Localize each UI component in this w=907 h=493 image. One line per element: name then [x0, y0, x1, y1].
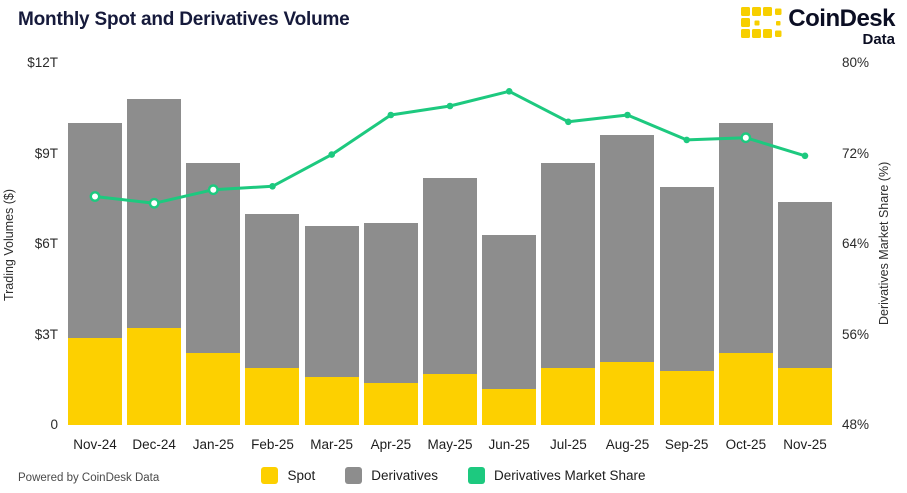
legend-item-spot: Spot [261, 467, 315, 484]
bars-group [68, 63, 832, 425]
bar-segment-spot [422, 373, 477, 425]
x-axis-label: Oct-25 [725, 437, 767, 452]
market-share-point-nov-24 [89, 191, 101, 202]
bar-segment-spot [127, 328, 182, 425]
bar-nov-25 [777, 201, 832, 425]
bar-segment-spot [363, 382, 418, 425]
brand-text: CoinDesk Data [788, 6, 895, 48]
bar-segment-spot [245, 367, 300, 425]
market-share-point-feb-25 [269, 183, 276, 190]
bar-segment-derivatives [718, 123, 773, 353]
x-axis-label: Dec-24 [132, 437, 176, 452]
bar-nov-24 [68, 123, 122, 425]
bar-segment-spot [186, 352, 241, 425]
market-share-point-nov-25 [801, 152, 809, 160]
market-share-point-jun-25 [505, 88, 513, 95]
bar-segment-derivatives [127, 99, 182, 329]
legend-label: Derivatives [371, 468, 438, 483]
market-share-point-apr-25 [387, 111, 395, 119]
x-axis-label: Sep-25 [664, 437, 709, 452]
bar-segment-spot [659, 370, 714, 425]
right-tick-label: 48% [842, 417, 870, 432]
x-axis-label: Apr-25 [370, 437, 412, 452]
bar-segment-derivatives [245, 213, 300, 368]
x-axis-label: Jan-25 [192, 437, 234, 452]
market-share-point-jan-25 [207, 184, 219, 196]
powered-by: Powered by CoinDesk Data [18, 472, 160, 484]
market-share-point-sep-25 [683, 136, 690, 144]
bar-segment-spot [600, 361, 655, 425]
bar-apr-25 [363, 222, 418, 425]
market-share-point-may-25 [446, 102, 454, 110]
x-axis-label: May-25 [427, 437, 473, 452]
brand-sub: Data [862, 31, 895, 48]
bar-segment-derivatives [68, 123, 122, 338]
market-share-point-mar-25 [328, 151, 336, 158]
legend: Spot Derivatives Derivatives Market Share [0, 467, 907, 484]
bar-segment-spot [482, 388, 537, 425]
right-tick-label: 72% [842, 145, 870, 161]
left-tick-label: 0 [50, 417, 58, 432]
x-axis-label: Jun-25 [488, 437, 530, 452]
legend-label: Derivatives Market Share [494, 468, 646, 483]
bar-segment-spot [718, 352, 773, 425]
x-axis-label: Nov-25 [783, 437, 827, 452]
x-axis-label: Feb-25 [251, 437, 294, 452]
bar-aug-25 [600, 135, 655, 425]
left-tick-label: $12T [27, 55, 58, 70]
right-axis-title: Derivatives Market Share (%) [877, 161, 891, 325]
brand-name: CoinDesk [788, 5, 895, 32]
bar-segment-spot [541, 367, 596, 425]
bar-segment-derivatives [777, 201, 832, 368]
bar-dec-24 [127, 99, 182, 425]
bar-segment-derivatives [304, 225, 359, 377]
market-share-line [89, 88, 809, 209]
bar-segment-derivatives [482, 234, 537, 389]
bar-mar-25 [304, 225, 359, 425]
coindesk-logo: CoinDesk Data [741, 6, 895, 48]
legend-swatch [468, 467, 485, 484]
coindesk-grid-icon [741, 7, 782, 38]
chart-title: Monthly Spot and Derivatives Volume [18, 9, 350, 30]
bar-sep-25 [659, 186, 714, 425]
x-axis-label: Jul-25 [549, 437, 587, 452]
right-tick-label: 64% [842, 236, 870, 251]
bar-segment-spot [304, 376, 359, 425]
left-tick-label: $9T [34, 145, 58, 161]
bar-segment-spot [777, 367, 832, 425]
left-tick-label: $3T [34, 326, 58, 342]
market-share-point-jul-25 [565, 118, 572, 126]
bar-feb-25 [245, 213, 300, 425]
bar-segment-derivatives [363, 222, 418, 383]
x-axis-labels: Nov-24 Dec-24 Jan-25 Feb-25 Mar-25 Apr-25 May-… [68, 437, 832, 455]
bar-jul-25 [541, 162, 596, 425]
right-tick-label: 56% [842, 326, 870, 342]
legend-swatch [261, 467, 279, 484]
bar-segment-derivatives [422, 177, 477, 374]
legend-swatch [345, 467, 363, 484]
legend-item-derivatives: Derivatives [345, 467, 438, 484]
bar-segment-spot [68, 337, 122, 425]
right-tick-label: 80% [842, 55, 870, 70]
bar-segment-derivatives [600, 135, 655, 362]
bar-oct-25 [718, 123, 773, 425]
left-tick-label: $6T [34, 236, 58, 251]
x-axis-label: Nov-24 [73, 437, 117, 452]
bar-segment-derivatives [541, 162, 596, 368]
market-share-point-oct-25 [740, 132, 752, 144]
bar-may-25 [422, 177, 477, 425]
market-share-point-aug-25 [624, 111, 631, 119]
x-axis-label: Aug-25 [605, 437, 650, 452]
x-axis-label: Mar-25 [310, 437, 354, 452]
bar-jun-25 [482, 234, 537, 425]
market-share-point-dec-24 [148, 197, 160, 209]
legend-label: Spot [287, 468, 316, 483]
legend-item-derivatives-market-share: Derivatives Market Share [468, 467, 646, 484]
plot-area [68, 63, 832, 425]
bar-segment-derivatives [659, 186, 714, 371]
